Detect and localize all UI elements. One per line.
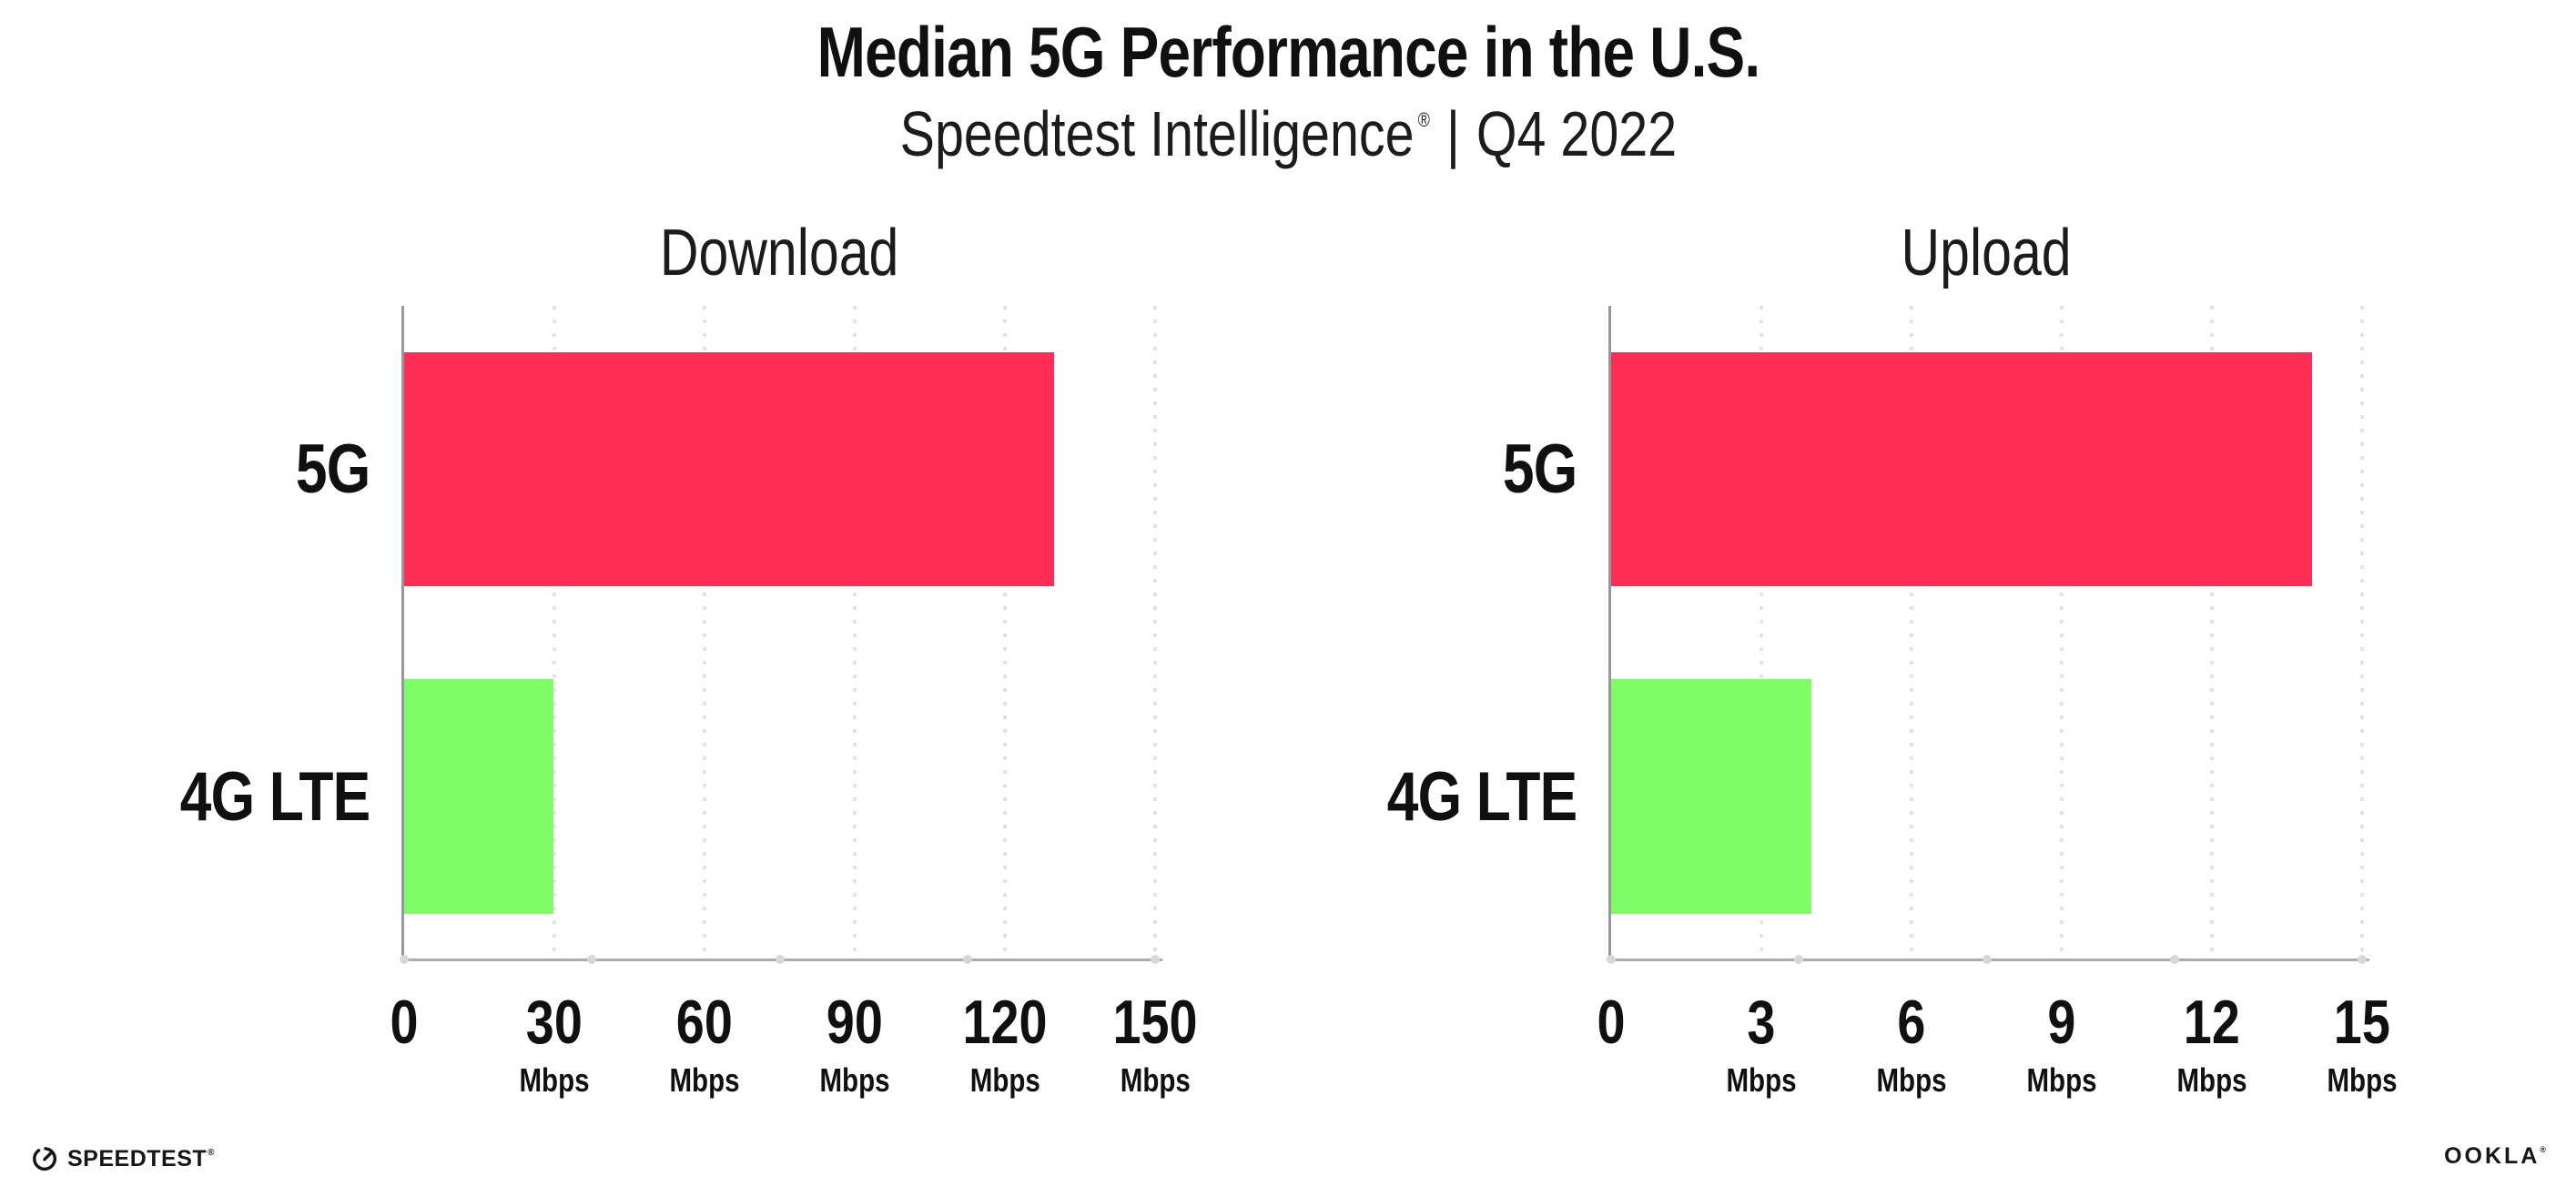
x-tick-label: 12 xyxy=(2183,988,2241,1057)
gridline xyxy=(553,306,556,959)
x-tick: 0 xyxy=(1594,991,1628,1053)
header: Median 5G Performance in the U.S. Speedt… xyxy=(0,16,2576,166)
x-tick-unit: Mbps xyxy=(1876,1061,1947,1099)
plot-area: 0 30 Mbps 60 Mbps 90 Mbps 120 Mbps 150 Mbps 5G 4G LT… xyxy=(179,306,1198,1097)
axis-tick-dot xyxy=(2358,955,2367,964)
gridline xyxy=(1153,306,1157,959)
category-label-4g-lte: 4G LTE xyxy=(1386,757,1577,836)
x-tick-label: 150 xyxy=(1112,988,1198,1057)
bar-5g xyxy=(404,352,1054,586)
subtitle-period: Q4 2022 xyxy=(1476,98,1677,169)
axis-tick-dot xyxy=(775,955,785,964)
x-tick: 15 Mbps xyxy=(2319,991,2405,1097)
x-tick-unit: Mbps xyxy=(2327,1061,2398,1099)
chart-title-upload: Upload xyxy=(1611,220,2362,286)
x-tick-unit: Mbps xyxy=(969,1061,1040,1099)
gridline xyxy=(2210,306,2214,959)
chart-title-upload-text: Upload xyxy=(1901,217,2073,289)
category-label-5g: 5G xyxy=(1502,431,1577,508)
x-tick-label: 6 xyxy=(1897,988,1926,1057)
axis-tick-dot xyxy=(1794,955,1804,964)
x-tick: 120 Mbps xyxy=(953,991,1056,1097)
x-tick-unit: Mbps xyxy=(819,1061,890,1099)
speedtest-logo: SPEEDTEST® xyxy=(31,1145,215,1172)
x-tick-unit: Mbps xyxy=(669,1061,740,1099)
speedtest-wordmark: SPEEDTEST® xyxy=(67,1146,215,1172)
speedtest-wordmark-text: SPEEDTEST xyxy=(67,1145,208,1172)
x-tick-label: 120 xyxy=(962,988,1048,1057)
chart-title-download: Download xyxy=(404,220,1155,286)
x-tick: 0 xyxy=(387,991,421,1053)
x-tick: 6 Mbps xyxy=(1869,991,1954,1097)
page-title-text: Median 5G Performance in the U.S. xyxy=(816,12,1760,92)
chart-title-download-text: Download xyxy=(660,217,899,289)
x-tick-unit: Mbps xyxy=(2026,1061,2097,1099)
x-tick-label: 0 xyxy=(1597,988,1626,1057)
axis-tick-dot xyxy=(1151,955,1160,964)
gridline xyxy=(2360,306,2364,959)
x-tick: 12 Mbps xyxy=(2169,991,2255,1097)
axis-tick-dot xyxy=(1982,955,1992,964)
speedtest-registered-mark-icon: ® xyxy=(208,1147,216,1158)
x-tick-label: 90 xyxy=(826,988,884,1057)
ookla-logo: OOKLA® xyxy=(2444,1143,2549,1170)
axis-tick-dot xyxy=(587,955,597,964)
bar-4g-lte xyxy=(1611,679,1811,914)
bar-5g xyxy=(1611,352,2312,586)
gridline xyxy=(853,306,857,959)
x-tick-unit: Mbps xyxy=(519,1061,590,1099)
x-tick-label: 60 xyxy=(675,988,734,1057)
gridline xyxy=(1760,306,1763,959)
axis-tick-dot xyxy=(962,955,972,964)
x-tick: 9 Mbps xyxy=(2019,991,2104,1097)
speedtest-gauge-icon xyxy=(31,1145,58,1172)
gridline xyxy=(1910,306,1913,959)
x-tick-label: 0 xyxy=(390,988,419,1057)
page-subtitle-text: Speedtest Intelligence ® | Q4 2022 xyxy=(899,102,1676,166)
ookla-wordmark-text: OOKLA xyxy=(2444,1143,2541,1169)
plot-area: 0 3 Mbps 6 Mbps 9 Mbps 12 Mbps 15 Mbps 5G 4G LTE xyxy=(1386,306,2398,1097)
x-tick: 150 Mbps xyxy=(1103,991,1206,1097)
y-axis-line xyxy=(1608,306,1611,959)
x-tick-label: 30 xyxy=(525,988,583,1057)
axis-tick-dot xyxy=(2169,955,2179,964)
x-tick: 60 Mbps xyxy=(662,991,747,1097)
gridline xyxy=(2060,306,2064,959)
x-tick-label: 3 xyxy=(1747,988,1776,1057)
upload-chart: Upload 0 3 Mbps 6 Mbps 9 Mbps 12 Mbps 15 Mbps 5G 4G … xyxy=(1386,209,2398,1147)
y-axis-line xyxy=(401,306,404,959)
x-tick: 90 Mbps xyxy=(812,991,898,1097)
axis-tick-dot xyxy=(400,955,409,964)
registered-mark-icon: ® xyxy=(1417,108,1430,131)
page-title: Median 5G Performance in the U.S. xyxy=(0,16,2576,87)
category-label-5g: 5G xyxy=(295,431,370,508)
x-tick: 3 Mbps xyxy=(1719,991,1804,1097)
gridline xyxy=(1003,306,1007,959)
axis-tick-dot xyxy=(1607,955,1616,964)
x-tick: 30 Mbps xyxy=(512,991,597,1097)
x-tick-unit: Mbps xyxy=(1120,1061,1191,1099)
category-label-4g-lte: 4G LTE xyxy=(179,757,370,836)
gridline xyxy=(703,306,706,959)
x-tick-label: 15 xyxy=(2333,988,2391,1057)
ookla-registered-mark-icon: ® xyxy=(2540,1145,2549,1154)
bar-4g-lte xyxy=(404,679,554,914)
x-tick-unit: Mbps xyxy=(2176,1061,2247,1099)
x-tick-unit: Mbps xyxy=(1726,1061,1797,1099)
subtitle-brand: Speedtest Intelligence xyxy=(899,98,1415,169)
x-tick-label: 9 xyxy=(2047,988,2076,1057)
subtitle-separator: | xyxy=(1445,98,1460,169)
download-chart: Download 0 30 Mbps 60 Mbps 90 Mbps 120 Mbps 150 Mb… xyxy=(179,209,1198,1147)
page-subtitle: Speedtest Intelligence ® | Q4 2022 xyxy=(0,102,2576,166)
